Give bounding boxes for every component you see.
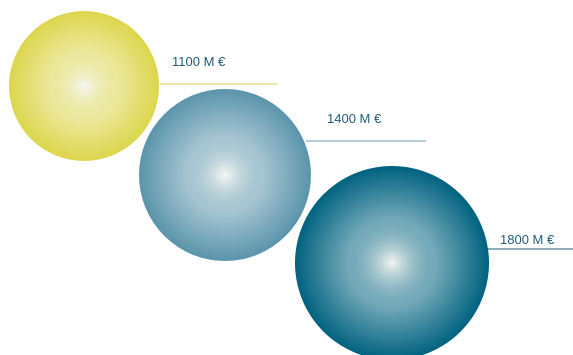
bubble-1100 — [9, 11, 159, 161]
value-label-1400: 1400 M € — [327, 111, 382, 126]
leader-lines-group — [160, 83, 573, 250]
value-label-1800: 1800 M € — [500, 232, 555, 247]
value-label-1100: 1100 M € — [172, 54, 226, 69]
bubble-1400 — [139, 89, 311, 261]
value-labels-group: 1100 M € 1400 M € 1800 M € — [172, 54, 555, 247]
bubble-1800 — [295, 166, 489, 355]
bubbles-group — [9, 11, 489, 355]
